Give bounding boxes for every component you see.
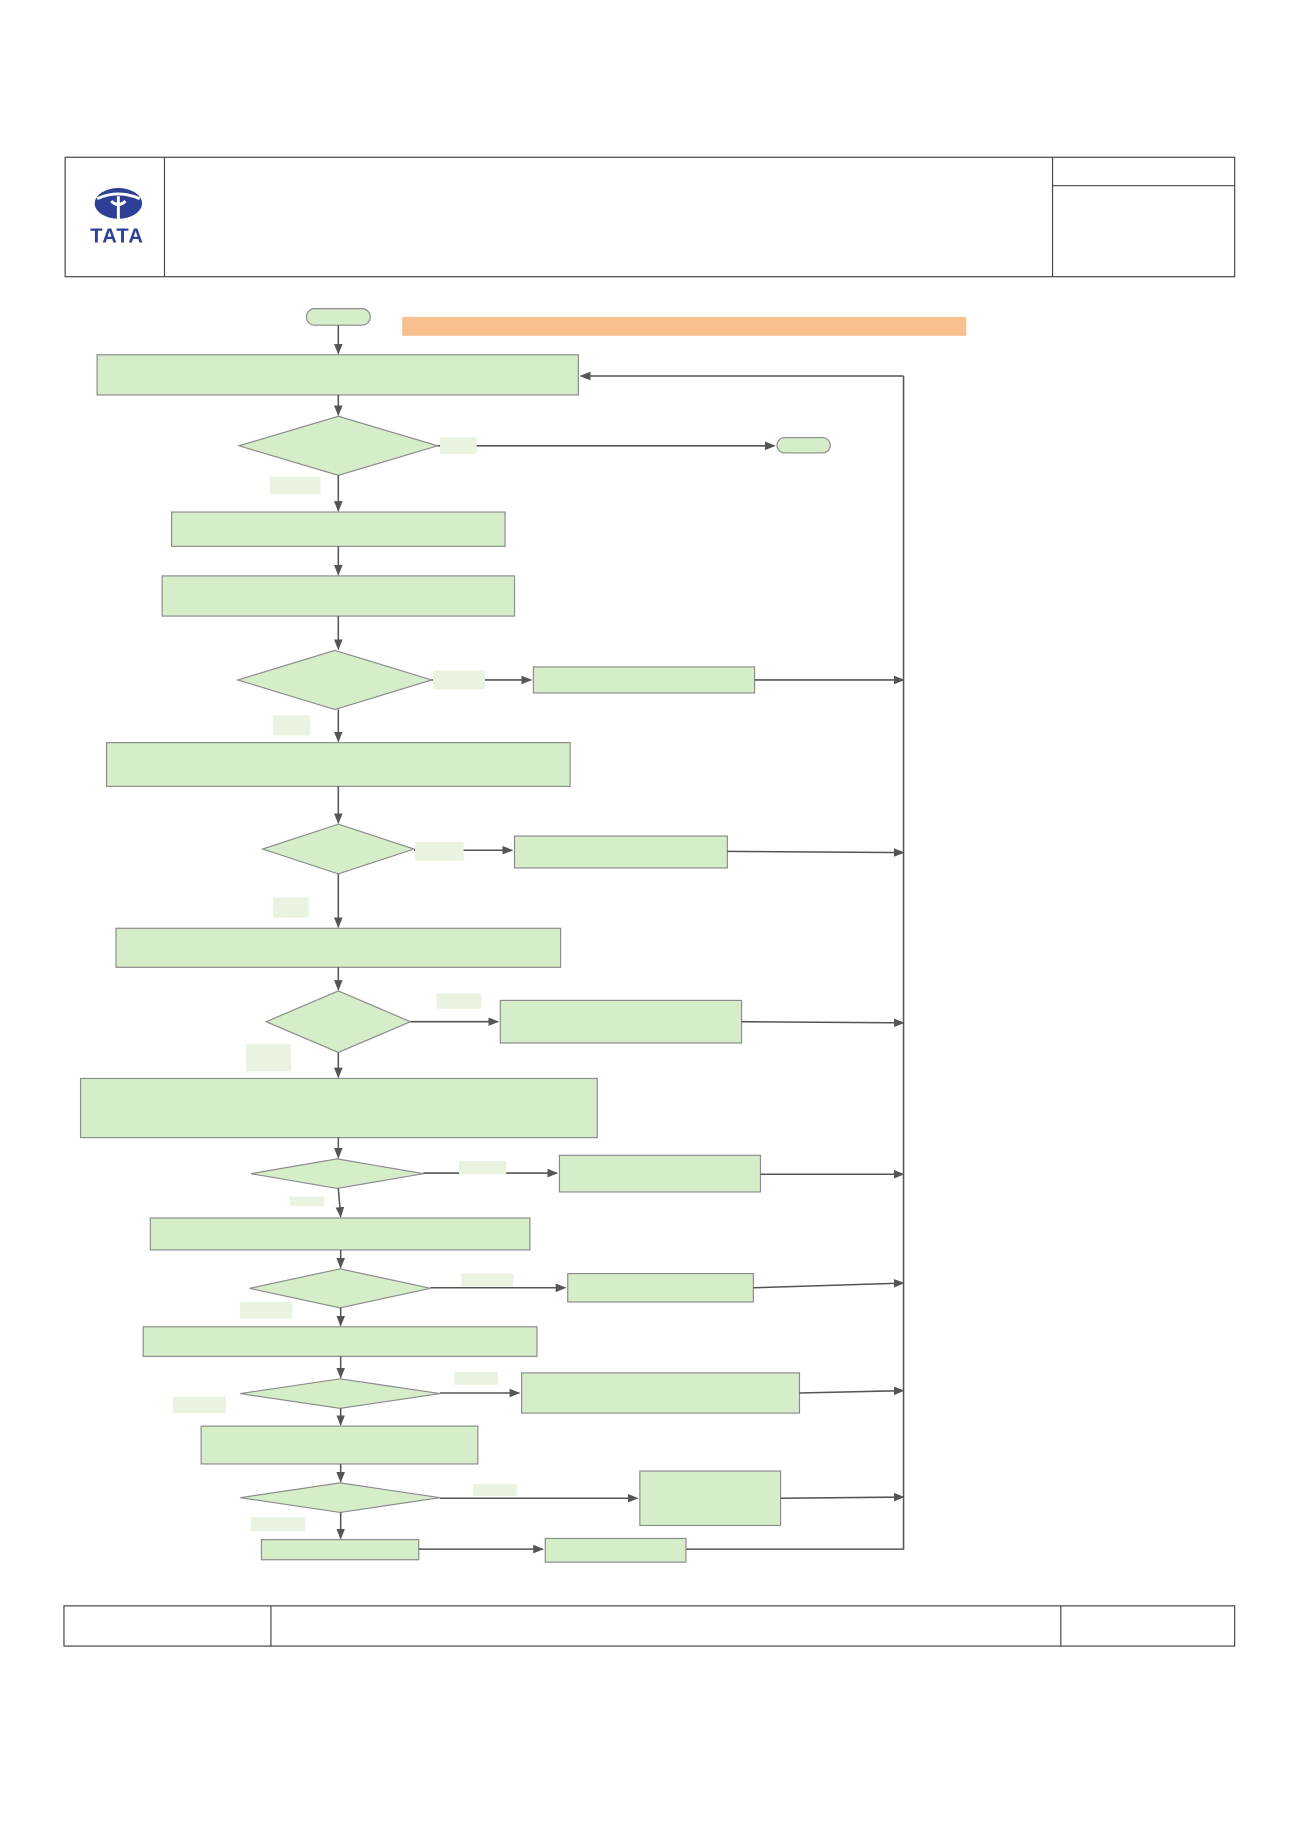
connector: [799, 1386, 905, 1396]
decision: [260, 823, 416, 875]
branch-label: [240, 1301, 293, 1319]
process-box: [567, 1272, 754, 1303]
branch-label: [250, 1517, 306, 1532]
decision: [235, 649, 434, 711]
connector: [335, 1188, 345, 1218]
process-box: [96, 354, 579, 396]
logo-emblem-line: [96, 192, 141, 201]
branch-label: [273, 715, 310, 736]
connector: [685, 376, 905, 1550]
connector: [741, 1018, 905, 1028]
branch-label: [172, 1396, 226, 1414]
process-box: [115, 927, 562, 968]
process-box: [149, 1217, 531, 1251]
header-frame: [64, 156, 1236, 278]
decision: [250, 1158, 424, 1190]
decision: [240, 1378, 441, 1409]
branch-label: [415, 841, 464, 861]
branch-label: [461, 1273, 514, 1287]
process-box: [558, 1154, 762, 1193]
branch-label: [273, 897, 309, 918]
process-box: [521, 1372, 801, 1414]
decision: [236, 415, 440, 476]
process-box: [639, 1470, 782, 1527]
branch-label: [440, 437, 477, 455]
branch-label: [246, 1044, 292, 1072]
process-box: [170, 511, 506, 547]
process-box: [105, 742, 571, 787]
terminator: [776, 436, 831, 454]
process-box: [142, 1326, 538, 1357]
branch-label: [269, 476, 321, 495]
logo: TATA: [90, 188, 144, 247]
process-box: [161, 575, 516, 617]
connector: [727, 848, 905, 857]
process-box: [260, 1539, 420, 1561]
process-box: [513, 835, 728, 869]
process-box: [200, 1425, 479, 1465]
footer: [63, 1605, 1236, 1647]
process-box: [532, 666, 756, 694]
branch-label: [432, 670, 485, 690]
terminator: [305, 308, 371, 326]
decision: [264, 990, 412, 1054]
branch-label: [458, 1161, 507, 1175]
branch-label: [436, 993, 482, 1009]
branch-label: [473, 1484, 517, 1496]
process-box: [79, 1077, 598, 1139]
branch-label: [289, 1196, 325, 1207]
footer-frame: [63, 1605, 1236, 1647]
process-box: [499, 999, 743, 1044]
logo-text: TATA: [90, 225, 144, 247]
logo-emblem-line: [110, 196, 127, 220]
flowchart: [79, 308, 905, 1563]
highlight-bar: [402, 316, 967, 336]
decision: [240, 1482, 441, 1514]
branch-label: [454, 1371, 498, 1385]
header: TATA: [64, 156, 1236, 278]
connector: [780, 1492, 905, 1502]
connector: [753, 1279, 905, 1289]
process-box: [544, 1537, 687, 1563]
